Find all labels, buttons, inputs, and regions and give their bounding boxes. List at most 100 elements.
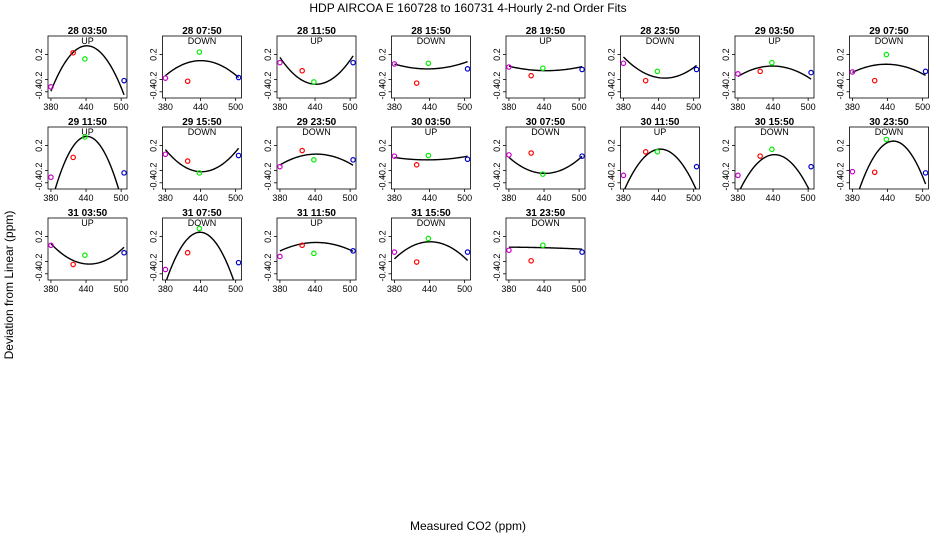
panel-direction: UP	[81, 218, 94, 228]
panel-frame	[47, 35, 128, 99]
x-tick-label: 500	[572, 284, 587, 294]
y-tick-label: -0.4	[149, 175, 159, 191]
panel-frame	[620, 35, 700, 99]
y-tick-label: -0.2	[492, 254, 502, 270]
x-tick-label: 500	[114, 284, 129, 294]
panel-frame	[505, 217, 586, 281]
x-tick-label: 380	[158, 284, 173, 294]
data-point-3	[883, 51, 890, 58]
y-tick-label: -0.2	[149, 254, 159, 270]
panel-frame	[849, 126, 929, 190]
panel-frame	[849, 35, 929, 99]
data-point-2	[413, 80, 420, 86]
y-tick-label: 0.2	[836, 48, 846, 61]
y-tick-label: 0.2	[263, 230, 273, 243]
x-tick-label: 440	[308, 284, 323, 294]
x-tick-label: 380	[730, 102, 745, 112]
fit-curve	[852, 63, 926, 77]
data-point-2	[871, 77, 878, 84]
x-tick-label: 380	[43, 102, 58, 112]
y-tick-label: -0.2	[149, 72, 159, 88]
data-point-1	[391, 61, 398, 67]
y-tick-label: 0.2	[492, 230, 502, 243]
y-tick-label: 0.2	[378, 139, 388, 152]
x-tick-label: 380	[501, 102, 516, 112]
x-tick-label: 380	[272, 193, 287, 203]
x-tick-label: 440	[193, 102, 208, 112]
data-point-3	[540, 171, 546, 177]
y-tick-label: -0.2	[607, 72, 617, 88]
data-point-4	[350, 248, 356, 254]
x-tick-label: 440	[422, 102, 437, 112]
y-tick-label: 0.2	[34, 139, 44, 152]
y-tick-label: -0.2	[836, 72, 846, 88]
y-tick-label: -0.2	[378, 163, 388, 179]
y-tick-label: 0.2	[492, 139, 502, 152]
data-point-3	[540, 242, 546, 249]
x-tick-label: 440	[422, 284, 437, 294]
x-tick-label: 500	[343, 102, 358, 112]
y-tick-label: 0.2	[378, 48, 388, 61]
x-tick-label: 500	[457, 284, 472, 294]
y-tick-label: -0.2	[836, 163, 846, 179]
fit-curve	[165, 231, 235, 280]
y-tick-label: 0.2	[149, 230, 159, 243]
data-point-1	[849, 69, 856, 75]
panel-frame	[505, 35, 586, 99]
y-tick-label: -0.2	[721, 72, 731, 88]
data-point-3	[311, 79, 317, 85]
x-tick-label: 380	[387, 102, 402, 112]
panel-title: 30 03:50	[411, 117, 451, 128]
data-point-3	[311, 157, 317, 163]
y-tick-label: -0.4	[34, 266, 44, 282]
y-tick-label: -0.4	[378, 266, 388, 282]
chart-title: HDP AIRCOA E 160728 to 160731 4-Hourly 2…	[309, 1, 626, 15]
data-point-3	[769, 59, 775, 66]
panel-direction: DOWN	[188, 36, 217, 46]
data-point-1	[506, 247, 512, 254]
panel-title: 30 15:50	[755, 117, 795, 128]
x-tick-label: 500	[915, 193, 930, 203]
y-tick-label: -0.2	[263, 163, 273, 179]
x-tick-label: 380	[43, 284, 58, 294]
x-tick-label: 440	[537, 284, 552, 294]
data-point-2	[757, 68, 763, 75]
data-point-1	[849, 168, 856, 175]
x-tick-label: 380	[845, 102, 860, 112]
x-tick-label: 500	[457, 102, 472, 112]
y-tick-label: -0.4	[492, 266, 502, 282]
x-tick-label: 440	[79, 284, 94, 294]
fit-curve	[279, 55, 354, 85]
fit-curve	[858, 140, 927, 189]
x-tick-label: 380	[387, 193, 402, 203]
y-tick-label: -0.4	[263, 175, 273, 191]
x-tick-label: 440	[880, 193, 895, 203]
data-point-2	[299, 67, 305, 74]
y-tick-label: -0.4	[149, 266, 159, 282]
data-point-3	[82, 252, 88, 259]
panel-direction: DOWN	[646, 36, 675, 46]
y-tick-label: 0.2	[263, 48, 273, 61]
data-point-2	[871, 169, 878, 176]
panel-title: 29 15:50	[182, 117, 222, 128]
y-tick-label: -0.2	[378, 72, 388, 88]
panel-direction: DOWN	[417, 36, 446, 46]
panel-title: 31 03:50	[68, 208, 108, 219]
fit-curve	[622, 56, 698, 79]
data-point-3	[196, 170, 203, 176]
panel-frame	[391, 126, 471, 190]
y-tick-label: 0.2	[378, 230, 388, 243]
x-tick-label: 440	[422, 193, 437, 203]
data-point-2	[70, 261, 76, 268]
y-tick-label: -0.4	[263, 84, 273, 100]
data-point-4	[350, 59, 356, 66]
x-tick-label: 500	[572, 193, 587, 203]
data-point-3	[196, 49, 203, 55]
